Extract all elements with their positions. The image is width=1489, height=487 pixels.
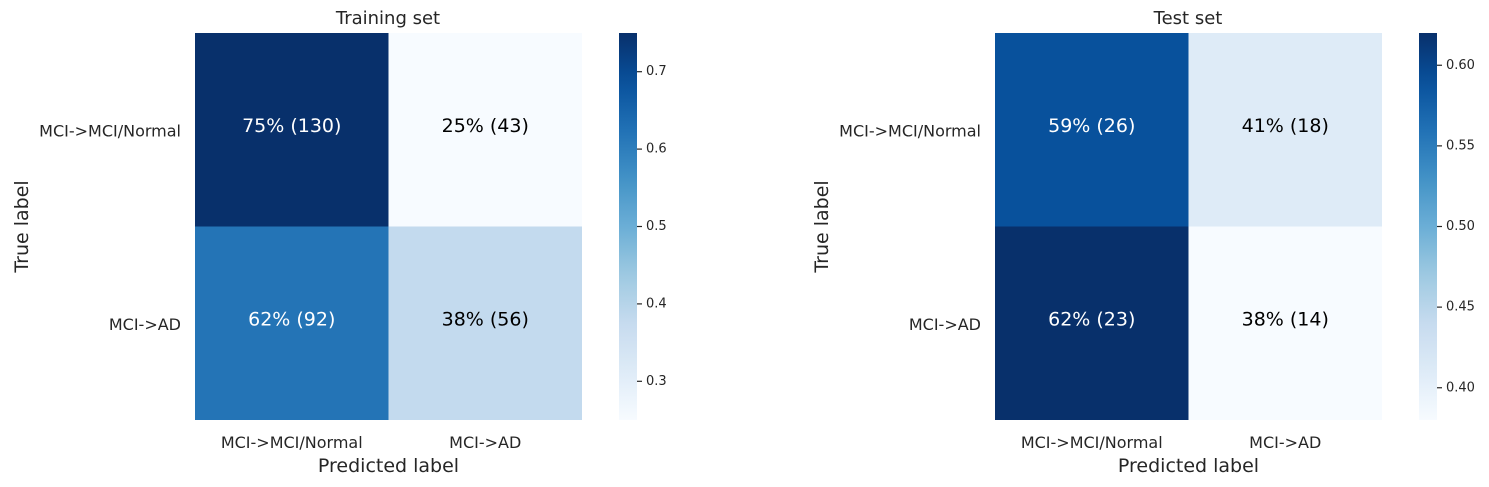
- x-tick-label: MCI->MCI/Normal: [221, 433, 363, 452]
- colorbar-tick-label: 0.3: [646, 374, 667, 389]
- heatmap-cell: [995, 226, 1189, 420]
- colorbar-tick-label: 0.4: [646, 296, 667, 311]
- x-axis-label: Predicted label: [318, 455, 459, 477]
- heatmap-cell: [195, 226, 389, 420]
- x-axis-label: Predicted label: [1118, 455, 1259, 477]
- heatmap-panel-training: Training set 75% (130) 25% (43) 62% (92) 38%…: [11, 8, 667, 477]
- y-tick-label: MCI->MCI/Normal: [39, 121, 181, 140]
- colorbar-tick-label: 0.45: [1446, 300, 1475, 315]
- cell-value-label: 59% (26): [1048, 115, 1135, 137]
- colorbar-tick-label: 0.50: [1446, 219, 1475, 234]
- x-tick-label: MCI->AD: [449, 433, 521, 452]
- colorbar: [1419, 33, 1437, 420]
- y-axis-label: True label: [11, 180, 33, 273]
- cell-value-label: 75% (130): [242, 115, 341, 137]
- cell-value-label: 38% (14): [1242, 308, 1329, 330]
- colorbar-tick-label: 0.55: [1446, 138, 1475, 153]
- y-tick-label: MCI->AD: [109, 315, 181, 334]
- cell-value-label: 41% (18): [1242, 115, 1329, 137]
- heatmap-cell: [995, 33, 1189, 227]
- heatmap-cell: [1188, 33, 1382, 227]
- colorbar: [619, 33, 637, 420]
- x-tick-label: MCI->MCI/Normal: [1021, 433, 1163, 452]
- colorbar-tick-label: 0.5: [646, 219, 667, 234]
- heatmap-cell: [1188, 226, 1382, 420]
- x-tick-label: MCI->AD: [1249, 433, 1321, 452]
- chart-title: Training set: [335, 8, 440, 29]
- heatmap-cell: [388, 226, 582, 420]
- colorbar-tick-label: 0.7: [646, 64, 667, 79]
- y-tick-label: MCI->MCI/Normal: [839, 121, 981, 140]
- heatmap-panel-test: Test set 59% (26) 41% (18) 62% (23) 38% (14)…: [811, 8, 1475, 477]
- colorbar-tick-label: 0.60: [1446, 58, 1475, 73]
- cell-value-label: 25% (43): [442, 115, 529, 137]
- cell-value-label: 62% (92): [248, 308, 335, 330]
- heatmap-cell: [388, 33, 582, 227]
- y-tick-label: MCI->AD: [909, 315, 981, 334]
- colorbar-tick-label: 0.40: [1446, 380, 1475, 395]
- cell-value-label: 38% (56): [442, 308, 529, 330]
- colorbar-tick-label: 0.6: [646, 142, 667, 157]
- chart-title: Test set: [1153, 8, 1223, 29]
- y-axis-label: True label: [811, 180, 833, 273]
- cell-value-label: 62% (23): [1048, 308, 1135, 330]
- heatmap-cell: [195, 33, 389, 227]
